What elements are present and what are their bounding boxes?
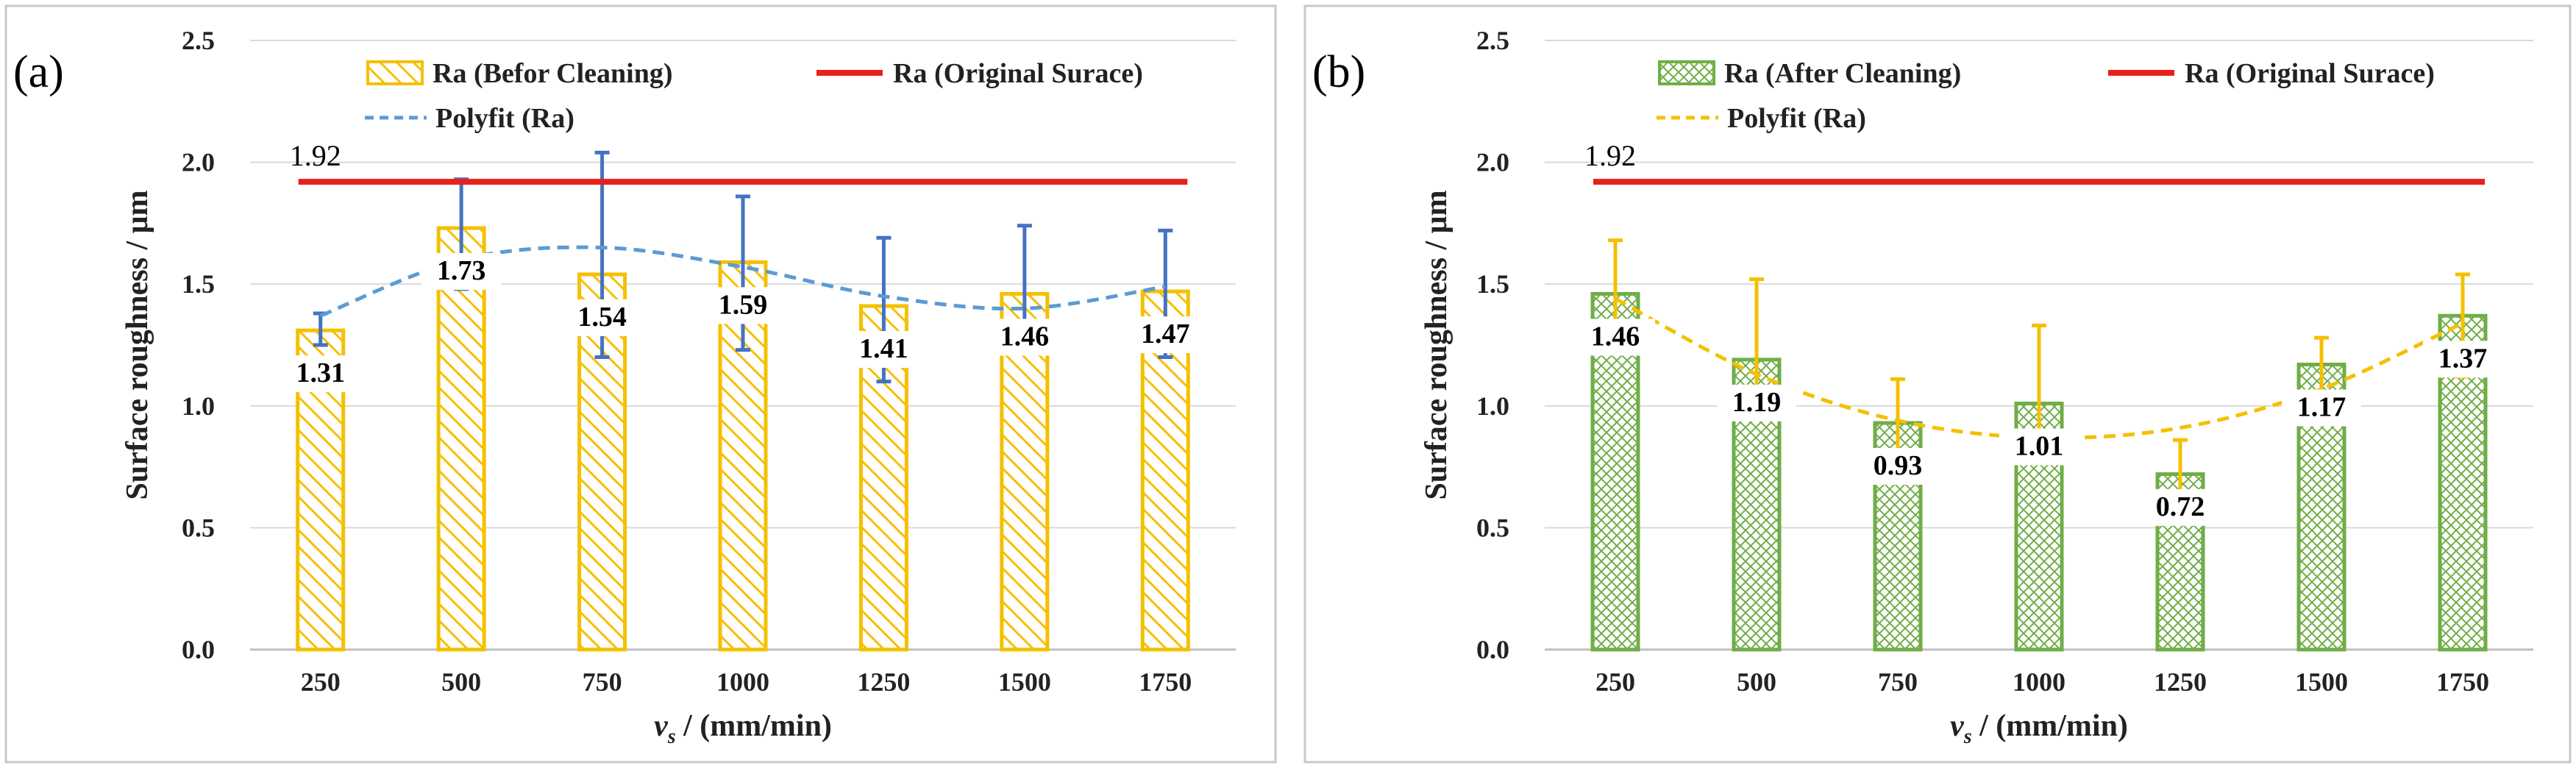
x-axis-label-var: v (1950, 709, 1965, 743)
x-tick-label: 750 (1878, 667, 1918, 697)
x-tick-label: 1750 (2436, 667, 2489, 697)
y-tick-label: 1.5 (1476, 269, 1509, 299)
x-axis-label-sub: s (1963, 725, 1972, 748)
data-label: 1.46 (1000, 321, 1050, 352)
data-label: 1.31 (296, 358, 345, 388)
legend-swatch-bar (1658, 60, 1715, 85)
y-axis-label: Surface roughness / μm (121, 191, 154, 500)
y-tick-label: 0.0 (1476, 635, 1509, 664)
bar (577, 272, 627, 652)
x-axis-label-unit: / (mm/min) (1972, 709, 2128, 743)
data-label: 1.41 (859, 333, 908, 364)
panel-label: (b) (1312, 47, 1365, 97)
data-label-bg (984, 319, 1064, 356)
panel-a-frame (4, 4, 1277, 764)
data-label-bg (280, 355, 360, 393)
data-label: 0.72 (2156, 491, 2205, 522)
x-axis-label-var: v (654, 709, 669, 743)
data-label-bg (2282, 389, 2361, 427)
data-label-bg (2141, 488, 2220, 526)
legend-entry-bar: Ra (Befor Cleaning) (433, 58, 673, 89)
data-label-bg (1717, 384, 1796, 422)
x-tick-label: 250 (1595, 667, 1635, 697)
data-label: 1.47 (1141, 319, 1190, 349)
y-tick-label: 1.0 (1476, 391, 1509, 421)
data-label: 1.73 (437, 255, 486, 286)
y-tick-label: 2.5 (182, 26, 215, 55)
data-label-bg (2423, 341, 2502, 378)
data-label-bg (562, 299, 642, 336)
data-label-bg (1999, 428, 2079, 466)
y-tick-label: 1.0 (182, 391, 215, 421)
data-label: 0.93 (1874, 450, 1923, 481)
data-label-bg (844, 331, 924, 369)
panel-b-frame (1303, 4, 2572, 764)
x-axis-label: vs / (mm/min) (654, 709, 832, 748)
x-tick-label: 1750 (1139, 667, 1192, 697)
legend-entry-reference: Ra (Original Surace) (893, 58, 1143, 89)
y-tick-label: 0.5 (182, 513, 215, 542)
panel-a: (a) 0.0 0.5 1.0 1.5 2.0 2.5 250 500 750 1000 1250 15… (13, 26, 1236, 748)
data-label-bg (421, 253, 502, 291)
x-tick-label: 750 (583, 667, 622, 697)
data-label-bg (703, 287, 783, 324)
data-label: 1.01 (2015, 430, 2064, 461)
y-tick-label: 2.0 (1476, 148, 1509, 177)
y-tick-label: 0.5 (1476, 513, 1509, 542)
y-tick-label: 2.5 (1476, 26, 1509, 55)
x-tick-label: 1000 (716, 667, 769, 697)
data-label-bg (1125, 316, 1206, 354)
data-label: 1.17 (2297, 391, 2346, 422)
legend-entry-polyfit: Polyfit (Ra) (435, 103, 574, 134)
legend-entry-bar: Ra (After Cleaning) (1724, 58, 1961, 89)
reference-line-label: 1.92 (290, 139, 341, 172)
data-label-bg (1858, 447, 1938, 485)
data-label: 1.37 (2438, 343, 2488, 374)
panel-label: (a) (13, 47, 64, 97)
reference-line-label: 1.92 (1584, 139, 1636, 172)
y-tick-label: 2.0 (182, 148, 215, 177)
y-tick-label: 1.5 (182, 269, 215, 299)
x-axis-label: vs / (mm/min) (1950, 709, 2128, 748)
x-tick-label: 1000 (2013, 667, 2066, 697)
x-axis-label-sub: s (667, 725, 676, 748)
data-label: 1.19 (1732, 387, 1782, 418)
y-axis-label: Surface roughness / μm (1420, 191, 1454, 500)
legend-entry-reference: Ra (Original Surace) (2185, 58, 2435, 89)
x-tick-label: 1500 (2295, 667, 2348, 697)
data-label-bg (1576, 319, 1655, 356)
data-label: 1.54 (577, 302, 627, 333)
x-tick-label: 500 (1737, 667, 1776, 697)
x-axis-label-unit: / (mm/min) (676, 709, 832, 743)
x-tick-label: 1250 (857, 667, 910, 697)
legend-entry-polyfit: Polyfit (Ra) (1727, 103, 1866, 134)
bar (436, 226, 486, 652)
x-tick-label: 1250 (2154, 667, 2207, 697)
x-tick-label: 500 (441, 667, 481, 697)
legend-swatch-bar (366, 60, 424, 85)
data-label: 1.46 (1591, 321, 1640, 352)
data-label: 1.59 (719, 289, 768, 320)
panel-b: (b) 0.0 0.5 1.0 1.5 2.0 2.5 250 500 750 1000 1250 15… (1312, 26, 2533, 748)
x-tick-label: 1500 (998, 667, 1051, 697)
x-tick-label: 250 (301, 667, 341, 697)
y-tick-label: 0.0 (182, 635, 215, 664)
